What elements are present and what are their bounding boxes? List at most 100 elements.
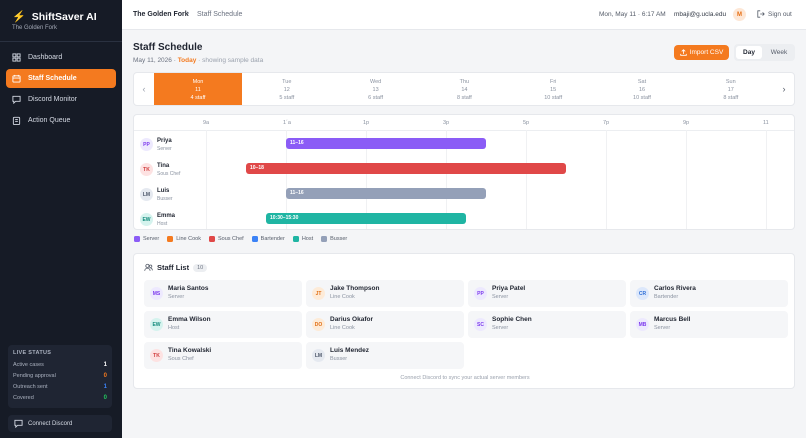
day-sat[interactable]: Sat 16 10 staff — [598, 73, 686, 105]
staff-card[interactable]: EW Emma Wilson Host — [144, 311, 302, 338]
staff-role: Server — [654, 325, 671, 331]
staff-role: Line Cook — [330, 325, 355, 331]
day-tue[interactable]: Tue 12 5 staff — [243, 73, 331, 105]
legend-label: Server — [143, 236, 160, 242]
shift-row: TK Tina Sous Chef 10–18 — [134, 157, 794, 181]
day-number: 16 — [638, 87, 646, 93]
chevron-left-icon[interactable]: ‹ — [142, 84, 146, 94]
staff-name: Tina — [157, 163, 170, 169]
shift-bar[interactable]: 11–16 — [286, 138, 486, 149]
staff-name: Emma Wilson — [168, 316, 211, 323]
staff-role: Server — [492, 294, 509, 300]
staff-role: Busser — [330, 356, 348, 362]
sign-out-button[interactable]: Sign out — [757, 10, 792, 18]
divider — [0, 41, 122, 42]
sidebar-item-label: Discord Monitor — [28, 96, 78, 103]
staff-name: Tina Kowalski — [168, 347, 212, 354]
today-label: Today — [177, 57, 197, 64]
avatar[interactable]: M — [733, 8, 746, 21]
staff-card[interactable]: JT Jake Thompson Line Cook — [306, 280, 464, 307]
live-status-row: Active cases 1 — [13, 359, 107, 370]
sign-out-label: Sign out — [768, 10, 792, 18]
sidebar-item-action-queue[interactable]: Action Queue — [6, 111, 116, 130]
legend-swatch — [251, 236, 258, 242]
day-staff-count: 8 staff — [723, 95, 739, 101]
live-status-row: Outreach sent 1 — [13, 381, 107, 392]
shift-row: PP Priya Server 11–16 — [134, 132, 794, 156]
avatar: MB — [636, 318, 649, 331]
shift-bar[interactable]: 10:30–15:30 — [266, 213, 466, 224]
sidebar-item-staff-schedule[interactable]: Staff Schedule — [6, 69, 116, 88]
tick-label: 11 — [763, 120, 769, 126]
import-csv-label: Import CSV — [689, 49, 724, 56]
legend-swatch — [208, 236, 215, 242]
view-day-button[interactable]: Day — [736, 46, 762, 59]
shift-timeline: 9a 1´a 1p 3p 5p 7p 9p 11 PP Priya Server 11–16 TK Ti… — [133, 114, 795, 230]
gridline — [766, 130, 767, 229]
live-status-value: 1 — [103, 361, 107, 368]
shift-bar[interactable]: 11–16 — [286, 188, 486, 199]
staff-label: TK Tina Sous Chef — [140, 161, 206, 179]
day-staff-count: 10 staff — [544, 95, 563, 101]
import-csv-button[interactable]: Import CSV — [674, 45, 729, 60]
live-status-row: Covered 0 — [13, 392, 107, 403]
tick-label: 9p — [683, 120, 690, 126]
live-status-panel: LIVE STATUS Active cases 1 Pending approva… — [8, 345, 112, 408]
separator: · — [171, 57, 178, 64]
legend-item: Bartender — [251, 236, 285, 242]
live-status-title: LIVE STATUS — [13, 350, 52, 356]
day-name: Mon — [192, 79, 204, 85]
upload-icon — [679, 49, 687, 56]
gridline — [286, 130, 287, 229]
breadcrumb-page: Staff Schedule — [197, 11, 243, 18]
avatar: TK — [140, 163, 153, 176]
connect-discord-label: Connect Discord — [28, 420, 73, 427]
staff-label: PP Priya Server — [140, 136, 206, 154]
day-sun[interactable]: Sun 17 8 staff — [687, 73, 775, 105]
legend-swatch — [134, 236, 140, 242]
staff-name: Carlos Rivera — [654, 285, 696, 292]
staff-role: Sous Chef — [157, 171, 181, 177]
avatar: DO — [312, 318, 325, 331]
staff-card[interactable]: TK Tina Kowalski Sous Chef — [144, 342, 302, 369]
legend-label: Bartender — [260, 236, 285, 242]
staff-card[interactable]: LM Luis Mendez Busser — [306, 342, 464, 369]
staff-card[interactable]: MB Marcus Bell Server — [630, 311, 788, 338]
chat-icon — [14, 419, 23, 428]
avatar: PP — [474, 287, 487, 300]
day-wed[interactable]: Wed 13 6 staff — [332, 73, 420, 105]
staff-name: Jake Thompson — [330, 285, 380, 292]
live-status-label: Outreach sent — [13, 383, 48, 390]
gridline — [446, 130, 447, 229]
live-status-row: Pending approval 0 — [13, 370, 107, 381]
chevron-right-icon[interactable]: › — [782, 84, 786, 94]
connect-discord-button[interactable]: Connect Discord — [8, 415, 112, 432]
day-mon[interactable]: Mon 11 4 staff — [154, 73, 242, 105]
week-selector: ‹ Mon 11 4 staff Tue 12 5 staff Wed 13 6 staff Th… — [133, 72, 795, 106]
sidebar-item-discord-monitor[interactable]: Discord Monitor — [6, 90, 116, 109]
staff-card[interactable]: CR Carlos Rivera Bartender — [630, 280, 788, 307]
day-number: 15 — [550, 87, 557, 93]
staff-role: Host — [168, 325, 180, 331]
breadcrumb-restaurant[interactable]: The Golden Fork — [133, 11, 189, 18]
legend-item: Host — [292, 236, 313, 242]
shift-bar[interactable]: 10–18 — [246, 163, 566, 174]
sidebar-item-label: Dashboard — [28, 54, 63, 61]
view-week-button[interactable]: Week — [770, 49, 788, 56]
staff-card[interactable]: PP Priya Patel Server — [468, 280, 626, 307]
day-fri[interactable]: Fri 15 10 staff — [509, 73, 597, 105]
avatar: LM — [312, 349, 325, 362]
staff-card[interactable]: MS Maria Santos Server — [144, 280, 302, 307]
sidebar-item-label: Action Queue — [28, 117, 71, 124]
day-name: Sat — [637, 79, 647, 85]
staff-card[interactable]: DO Darius Okafor Line Cook — [306, 311, 464, 338]
avatar: MS — [150, 287, 163, 300]
schedule-date: May 11, 2026 — [133, 57, 172, 64]
day-thu[interactable]: Thu 14 8 staff — [420, 73, 508, 105]
tick-label: 3p — [443, 120, 450, 126]
staff-count-badge: 10 — [193, 263, 208, 272]
day-name: Tue — [282, 79, 292, 85]
sidebar-item-dashboard[interactable]: Dashboard — [6, 48, 116, 67]
staff-card[interactable]: SC Sophie Chen Server — [468, 311, 626, 338]
tick-label: 1p — [363, 120, 370, 126]
